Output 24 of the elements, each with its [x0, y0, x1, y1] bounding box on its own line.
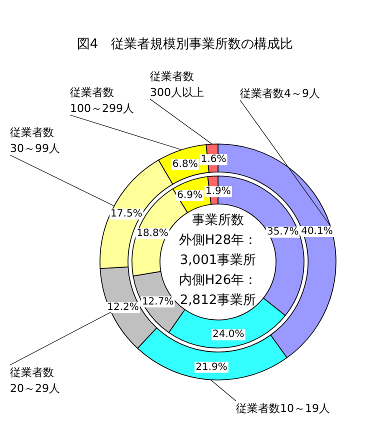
- data-label: 21.9%: [196, 362, 228, 373]
- slice-label: 従業者数 20～29人: [10, 366, 60, 395]
- text: 外側H28年：: [178, 233, 258, 248]
- data-label: 6.9%: [177, 190, 202, 202]
- data-label: 40.1%: [301, 226, 333, 238]
- data-label: 18.8%: [136, 228, 168, 240]
- data-label: 1.6%: [200, 154, 226, 166]
- text: 内側H26年：: [178, 273, 258, 288]
- data-label: 12.7%: [142, 296, 174, 308]
- slice-label: 従業者数 100～299人: [70, 86, 134, 115]
- text: 2,812事業所: [180, 293, 256, 308]
- slice-label: 従業者数4～9人: [240, 87, 320, 100]
- slice-label: 従業者数 300人以上: [150, 70, 204, 99]
- data-label: 12.2%: [107, 302, 139, 314]
- data-label: 35.7%: [266, 226, 299, 238]
- data-label: 17.5%: [110, 208, 142, 220]
- text: 事業所数: [192, 213, 244, 228]
- chart-title: 図4 従業者規模別事業所数の構成比: [76, 37, 294, 52]
- data-label: 6.8%: [172, 159, 198, 170]
- data-label: 24.0%: [212, 329, 244, 340]
- data-label: 1.9%: [205, 186, 231, 198]
- slice-label: 従業者数 30～99人: [10, 126, 60, 155]
- slice-label: 従業者数10～19人: [236, 402, 330, 415]
- text: 3,001事業所: [180, 253, 256, 268]
